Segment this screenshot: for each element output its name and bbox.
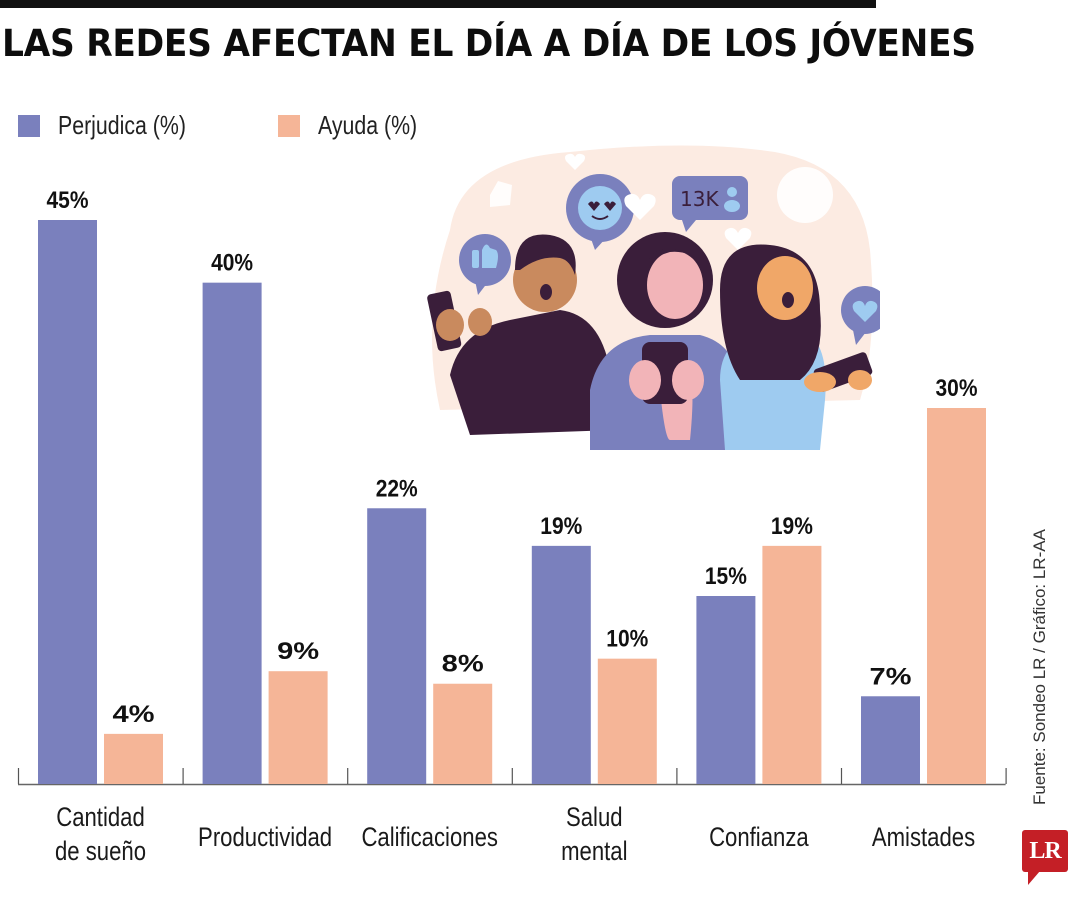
chart-title: LAS REDES AFECTAN EL DÍA A DÍA DE LOS JÓ… — [2, 22, 976, 65]
followers-count-text: 13K — [680, 187, 719, 211]
data-label: 19% — [771, 513, 813, 540]
legend-item-perjudica: Perjudica (%) — [18, 110, 214, 141]
data-label: 30% — [936, 375, 978, 402]
category-label: Confianza — [709, 823, 809, 853]
person-woman-long-hair-illustration — [720, 244, 873, 450]
person-woman-curly-hair-illustration — [590, 232, 740, 450]
bar-ayuda — [597, 658, 657, 784]
social-media-illustration: 13K — [427, 145, 880, 450]
category-label: de sueño — [55, 837, 146, 867]
bar-perjudica — [202, 282, 262, 784]
category-label: Salud — [566, 803, 623, 833]
category-label: Productividad — [198, 823, 332, 853]
followers-count-bubble-icon: 13K — [672, 176, 748, 232]
bar-ayuda — [762, 545, 822, 784]
heart-bubble-icon — [841, 286, 880, 345]
data-label: 40% — [211, 250, 253, 277]
bar-ayuda — [268, 671, 328, 784]
heart-eyes-emoji-bubble-icon — [566, 174, 634, 250]
data-label: 7% — [870, 663, 912, 690]
data-label: 9% — [277, 638, 319, 665]
data-label: 15% — [705, 563, 747, 590]
lr-logo-tail — [1028, 871, 1040, 885]
top-rule — [0, 0, 876, 8]
thumbs-up-bubble-icon — [459, 234, 511, 295]
bar-perjudica — [696, 596, 756, 784]
category-label: mental — [561, 837, 627, 867]
bar-ayuda — [927, 408, 986, 784]
legend: Perjudica (%) Ayuda (%) — [18, 110, 503, 141]
bar-ayuda — [104, 733, 163, 784]
lr-logo: LR — [1022, 830, 1068, 872]
legend-label-ayuda: Ayuda (%) — [318, 110, 418, 140]
bar-perjudica — [861, 696, 920, 784]
source-note: Fuente: Sondeo LR / Gráfico: LR-AA — [1030, 529, 1049, 805]
bar-perjudica — [531, 545, 591, 784]
bar-perjudica — [367, 508, 427, 784]
data-label: 22% — [376, 475, 418, 502]
decor-hearts — [490, 153, 833, 250]
category-label: Calificaciones — [361, 823, 497, 853]
data-label: 19% — [540, 513, 582, 540]
category-label: Amistades — [872, 823, 975, 853]
data-label: 4% — [113, 701, 155, 728]
data-label: 8% — [442, 651, 484, 678]
legend-item-ayuda: Ayuda (%) — [278, 110, 439, 141]
data-label: 10% — [606, 626, 648, 653]
legend-swatch-ayuda — [278, 114, 301, 137]
bar-ayuda — [433, 683, 493, 784]
bar-perjudica — [38, 220, 97, 784]
category-label: Cantidad — [56, 803, 145, 833]
legend-swatch-perjudica — [18, 114, 40, 137]
person-man-illustration — [427, 234, 615, 435]
data-label: 45% — [47, 187, 89, 214]
legend-label-perjudica: Perjudica (%) — [58, 110, 186, 140]
